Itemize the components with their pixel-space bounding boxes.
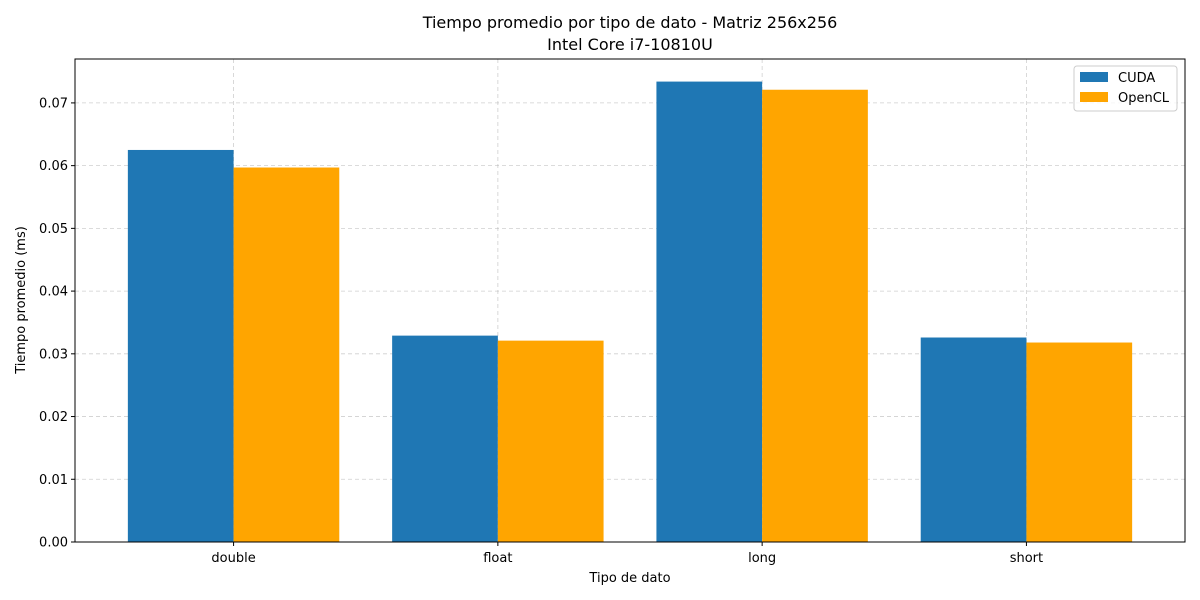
x-axis-label: Tipo de dato xyxy=(588,571,670,586)
plot-frame xyxy=(74,58,1186,543)
y-tick-label: 0.03 xyxy=(39,347,68,362)
legend-label-cuda: CUDA xyxy=(1118,71,1155,86)
bar-opencl-long xyxy=(762,89,868,543)
x-axis-ticks: double float long short xyxy=(211,542,1043,566)
bars xyxy=(127,81,1133,543)
y-tick-label: 0.00 xyxy=(39,536,68,551)
x-tick-label: long xyxy=(748,551,776,566)
bar-cuda-long xyxy=(656,81,763,542)
y-tick-label: 0.07 xyxy=(39,96,68,111)
x-tick-label: short xyxy=(1010,551,1043,566)
legend: CUDA OpenCL xyxy=(1073,65,1178,112)
x-tick-label: double xyxy=(211,551,255,566)
y-tick-label: 0.04 xyxy=(39,285,68,300)
bar-opencl-double xyxy=(233,167,340,542)
y-axis-ticks: 0.00 0.01 0.02 0.03 0.04 0.05 0.06 0.07 xyxy=(39,96,75,551)
legend-swatch-opencl xyxy=(1080,92,1108,102)
bar-cuda-short xyxy=(920,337,1027,542)
bar-opencl-short xyxy=(1026,342,1133,542)
y-axis-label: Tiempo promedio (ms) xyxy=(14,226,29,375)
bar-cuda-float xyxy=(392,335,498,542)
y-tick-label: 0.01 xyxy=(39,473,68,488)
x-tick-label: float xyxy=(483,551,512,566)
legend-label-opencl: OpenCL xyxy=(1118,91,1170,106)
y-tick-label: 0.05 xyxy=(39,222,68,237)
y-tick-label: 0.06 xyxy=(39,159,68,174)
bar-opencl-float xyxy=(497,340,604,542)
y-tick-label: 0.02 xyxy=(39,410,68,425)
chart-title: Tiempo promedio por tipo de dato - Matri… xyxy=(422,13,838,32)
legend-swatch-cuda xyxy=(1080,72,1108,82)
bar-cuda-double xyxy=(127,149,234,543)
chart-subtitle: Intel Core i7-10810U xyxy=(547,35,713,54)
